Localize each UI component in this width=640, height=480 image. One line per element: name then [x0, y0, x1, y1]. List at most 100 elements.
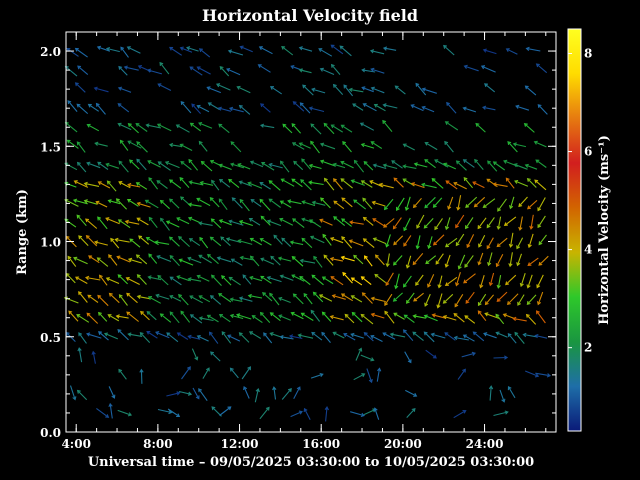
velocity-arrow	[518, 216, 523, 231]
velocity-arrow	[323, 177, 335, 191]
velocity-arrow	[420, 182, 437, 189]
velocity-arrow	[514, 179, 529, 187]
velocity-arrow	[402, 275, 412, 288]
velocity-arrow	[135, 254, 148, 265]
velocity-arrow	[535, 310, 546, 324]
velocity-arrow	[196, 197, 211, 207]
velocity-arrow	[168, 236, 180, 247]
velocity-arrow	[198, 140, 208, 152]
velocity-arrow	[404, 196, 411, 211]
velocity-arrow	[180, 101, 192, 114]
velocity-arrow	[249, 237, 262, 246]
velocity-arrow	[384, 293, 393, 306]
velocity-arrow	[281, 388, 292, 400]
velocity-arrow	[291, 274, 305, 282]
velocity-arrow	[292, 218, 305, 229]
velocity-arrow	[332, 162, 346, 169]
velocity-arrow	[432, 234, 445, 246]
velocity-arrow	[218, 198, 228, 211]
velocity-arrow	[91, 350, 96, 364]
x-tick-label: 24:00	[466, 437, 504, 451]
velocity-arrow	[453, 409, 467, 419]
velocity-arrow	[105, 162, 120, 169]
velocity-arrow	[382, 46, 397, 51]
velocity-arrow	[249, 275, 263, 282]
velocity-arrow	[525, 313, 537, 325]
velocity-arrow	[259, 123, 275, 129]
velocity-arrow	[105, 217, 120, 225]
velocity-arrow	[191, 348, 199, 361]
y-axis: 0.0 0.5 1.0 1.5 2.0	[40, 31, 556, 440]
velocity-arrow	[167, 408, 181, 418]
velocity-arrow	[198, 316, 214, 322]
velocity-arrow	[522, 332, 538, 338]
velocity-arrow	[248, 218, 261, 226]
velocity-arrow	[118, 160, 129, 173]
velocity-arrow	[198, 221, 213, 226]
velocity-arrow	[412, 331, 424, 342]
velocity-arrow	[444, 140, 454, 153]
velocity-arrow	[444, 332, 456, 341]
velocity-arrow	[353, 373, 366, 381]
velocity-arrow	[384, 310, 395, 324]
velocity-arrow	[237, 163, 251, 170]
velocity-arrow	[382, 119, 393, 133]
velocity-arrow	[227, 49, 244, 56]
velocity-arrow	[360, 354, 375, 362]
velocity-arrow	[290, 410, 303, 418]
velocity-arrow	[105, 277, 120, 285]
velocity-arrow	[322, 233, 332, 246]
velocity-arrow	[180, 310, 191, 323]
velocity-arrow	[238, 219, 253, 227]
velocity-arrow	[135, 182, 148, 190]
velocity-arrow	[332, 83, 344, 95]
velocity-arrow	[73, 180, 89, 188]
velocity-arrow	[207, 253, 219, 265]
velocity-arrow	[423, 331, 435, 343]
velocity-arrow	[230, 258, 243, 266]
velocity-arrow	[293, 386, 301, 400]
velocity-arrow	[97, 216, 108, 230]
velocity-arrow	[333, 200, 345, 210]
velocity-arrow	[477, 293, 487, 307]
velocity-arrow	[292, 101, 305, 112]
velocity-arrow	[188, 238, 201, 247]
velocity-arrow	[525, 46, 541, 52]
velocity-arrow	[329, 236, 344, 244]
velocity-arrow	[279, 160, 290, 173]
plot-frame	[65, 31, 557, 433]
velocity-arrow	[535, 372, 552, 378]
velocity-arrow	[340, 178, 353, 189]
velocity-arrow	[206, 86, 221, 94]
y-tick-label: 1.0	[40, 236, 61, 250]
velocity-arrow	[249, 255, 260, 267]
velocity-arrow	[360, 142, 375, 149]
velocity-arrow	[76, 389, 88, 401]
velocity-arrow	[445, 180, 458, 190]
velocity-arrow	[241, 366, 251, 380]
velocity-arrow	[524, 163, 538, 170]
velocity-arrow	[260, 215, 271, 226]
velocity-arrow	[529, 214, 534, 230]
velocity-arrow	[199, 236, 209, 249]
velocity-arrow	[300, 179, 312, 191]
velocity-arrow	[64, 162, 78, 171]
velocity-arrow	[189, 295, 203, 304]
velocity-arrow	[186, 46, 199, 52]
velocity-arrow	[269, 312, 281, 322]
velocity-arrow	[268, 198, 281, 208]
velocity-arrow	[69, 385, 77, 401]
velocity-arrow	[462, 159, 475, 168]
velocity-arrow	[156, 123, 172, 132]
velocity-arrow	[87, 294, 99, 303]
velocity-arrow	[169, 295, 182, 302]
velocity-arrow	[136, 294, 150, 300]
velocity-arrow	[353, 159, 365, 173]
velocity-arrow	[147, 275, 162, 281]
velocity-arrow	[484, 294, 495, 306]
velocity-arrow	[187, 216, 202, 224]
velocity-arrow	[229, 367, 239, 379]
velocity-arrow	[221, 331, 232, 344]
velocity-arrow	[247, 181, 263, 189]
